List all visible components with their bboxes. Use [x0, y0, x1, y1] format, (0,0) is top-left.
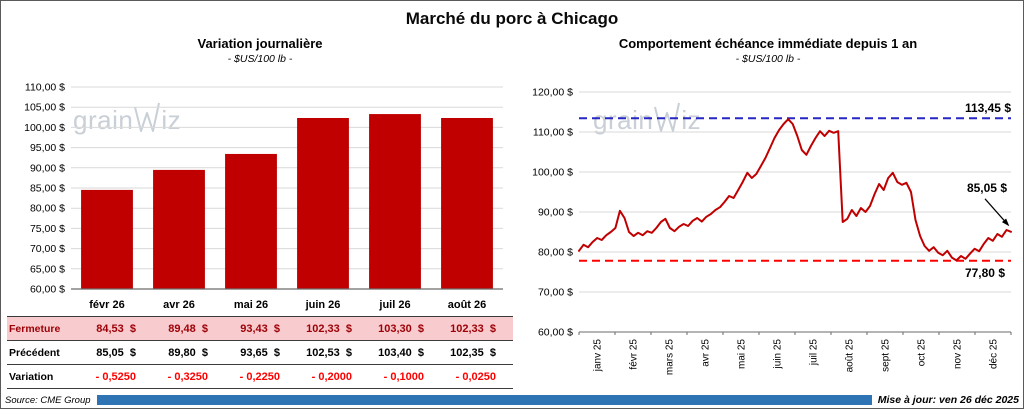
table-cell: 85,05 $	[96, 346, 136, 359]
table-cell: 102,53 $	[306, 346, 352, 359]
svg-text:110,00 $: 110,00 $	[533, 127, 573, 139]
table-cell: - 0,2250	[239, 370, 280, 383]
table-cell: 103,30 $	[378, 322, 424, 335]
svg-text:janv 25: janv 25	[593, 339, 604, 373]
svg-text:90,00 $: 90,00 $	[30, 162, 65, 174]
line-chart-subtitle: - $US/100 lb -	[735, 53, 801, 65]
bar-chart-category-axis: févr 26 avr 26 mai 26 juin 26 juil 26 ao…	[7, 294, 513, 316]
svg-text:77,80 $: 77,80 $	[965, 266, 1005, 280]
svg-text:juil 25: juil 25	[809, 339, 820, 367]
source-note: Source: CME Group	[5, 394, 91, 406]
svg-text:80,00 $: 80,00 $	[30, 203, 65, 215]
svg-text:105,00 $: 105,00 $	[24, 102, 65, 114]
daily-variation-panel: Variation journalière - $US/100 lb - 60,…	[7, 35, 513, 389]
svg-text:60,00 $: 60,00 $	[30, 284, 65, 295]
svg-text:85,00 $: 85,00 $	[30, 183, 65, 195]
svg-text:févr 25: févr 25	[629, 339, 640, 370]
page-title: Marché du porc à Chicago	[405, 9, 619, 28]
svg-text:120,00 $: 120,00 $	[532, 87, 573, 99]
table-cell: 93,65 $	[240, 346, 280, 359]
svg-text:avr 25: avr 25	[701, 339, 712, 367]
update-note: Mise à jour: ven 26 déc 2025	[877, 394, 1019, 406]
svg-text:nov 25: nov 25	[953, 339, 964, 369]
line-chart: 60,00 $ 70,00 $ 80,00 $ 90,00 $ 100,00 $ 110,…	[532, 87, 1012, 376]
category-label: août 26	[447, 299, 487, 311]
svg-text:juin 25: juin 25	[773, 339, 784, 370]
svg-text:août 25: août 25	[845, 339, 856, 373]
line-chart-title: Comportement échéance immédiate depuis 1…	[618, 36, 918, 51]
footer-accent-bar	[96, 395, 872, 405]
row-label-variation: Variation	[9, 370, 54, 383]
table-cell: - 0,5250	[95, 370, 136, 383]
svg-text:oct 25: oct 25	[917, 339, 928, 367]
svg-text:110,00 $: 110,00 $	[25, 82, 65, 94]
category-label: mai 26	[233, 299, 269, 311]
table-cell: 84,53 $	[96, 322, 136, 335]
table-row-fermeture: Fermeture 84,53 $ 89,48 $ 93,43 $ 102,33…	[7, 316, 513, 340]
category-label: avr 26	[163, 299, 195, 311]
svg-text:mars 25: mars 25	[665, 339, 676, 376]
table-cell: - 0,1000	[383, 370, 424, 383]
svg-text:113,45 $: 113,45 $	[965, 101, 1011, 115]
table-cell: 102,33 $	[450, 322, 496, 335]
row-label-precedent: Précédent	[9, 346, 60, 359]
svg-text:100,00 $: 100,00 $	[532, 167, 573, 179]
table-cell: 89,80 $	[168, 346, 208, 359]
footer: Source: CME Group Mise à jour: ven 26 dé…	[5, 394, 1019, 406]
svg-text:70,00 $: 70,00 $	[538, 287, 573, 299]
svg-text:sept 25: sept 25	[881, 339, 892, 372]
svg-text:80,00 $: 80,00 $	[538, 247, 573, 259]
table-cell: 102,33 $	[306, 322, 352, 335]
bar-chart-title: Variation journalière	[197, 36, 323, 51]
svg-text:90,00 $: 90,00 $	[538, 207, 573, 219]
immediate-maturity-panel: Comportement échéance immédiate depuis 1…	[517, 35, 1019, 396]
svg-text:85,05 $: 85,05 $	[967, 181, 1007, 195]
svg-text:65,00 $: 65,00 $	[30, 263, 65, 275]
svg-text:70,00 $: 70,00 $	[30, 243, 65, 255]
table-cell: 93,43 $	[240, 322, 280, 335]
svg-text:75,00 $: 75,00 $	[30, 223, 65, 235]
table-cell: 89,48 $	[168, 322, 208, 335]
table-cell: - 0,2000	[311, 370, 352, 383]
table-row-variation: Variation - 0,5250 - 0,3250 - 0,2250 - 0…	[7, 364, 513, 389]
svg-text:déc 25: déc 25	[989, 339, 1000, 369]
table-row-precedent: Précédent 85,05 $ 89,80 $ 93,65 $ 102,53…	[7, 340, 513, 364]
row-label-fermeture: Fermeture	[9, 322, 61, 335]
table-cell: - 0,3250	[167, 370, 208, 383]
table-cell: 102,35 $	[450, 346, 496, 359]
svg-text:95,00 $: 95,00 $	[30, 142, 65, 154]
category-label: févr 26	[89, 299, 125, 311]
svg-text:mai 25: mai 25	[737, 339, 748, 369]
bar-chart: 60,00 $ 65,00 $ 70,00 $ 75,00 $ 80,00 $ 85,00…	[24, 82, 503, 295]
table-cell: - 0,0250	[455, 370, 496, 383]
bar-chart-subtitle: - $US/100 lb -	[227, 53, 293, 65]
category-label: juil 26	[379, 299, 411, 311]
svg-text:100,00 $: 100,00 $	[24, 122, 65, 134]
table-cell: 103,40 $	[378, 346, 424, 359]
category-label: juin 26	[305, 299, 341, 311]
svg-text:60,00 $: 60,00 $	[538, 327, 573, 339]
